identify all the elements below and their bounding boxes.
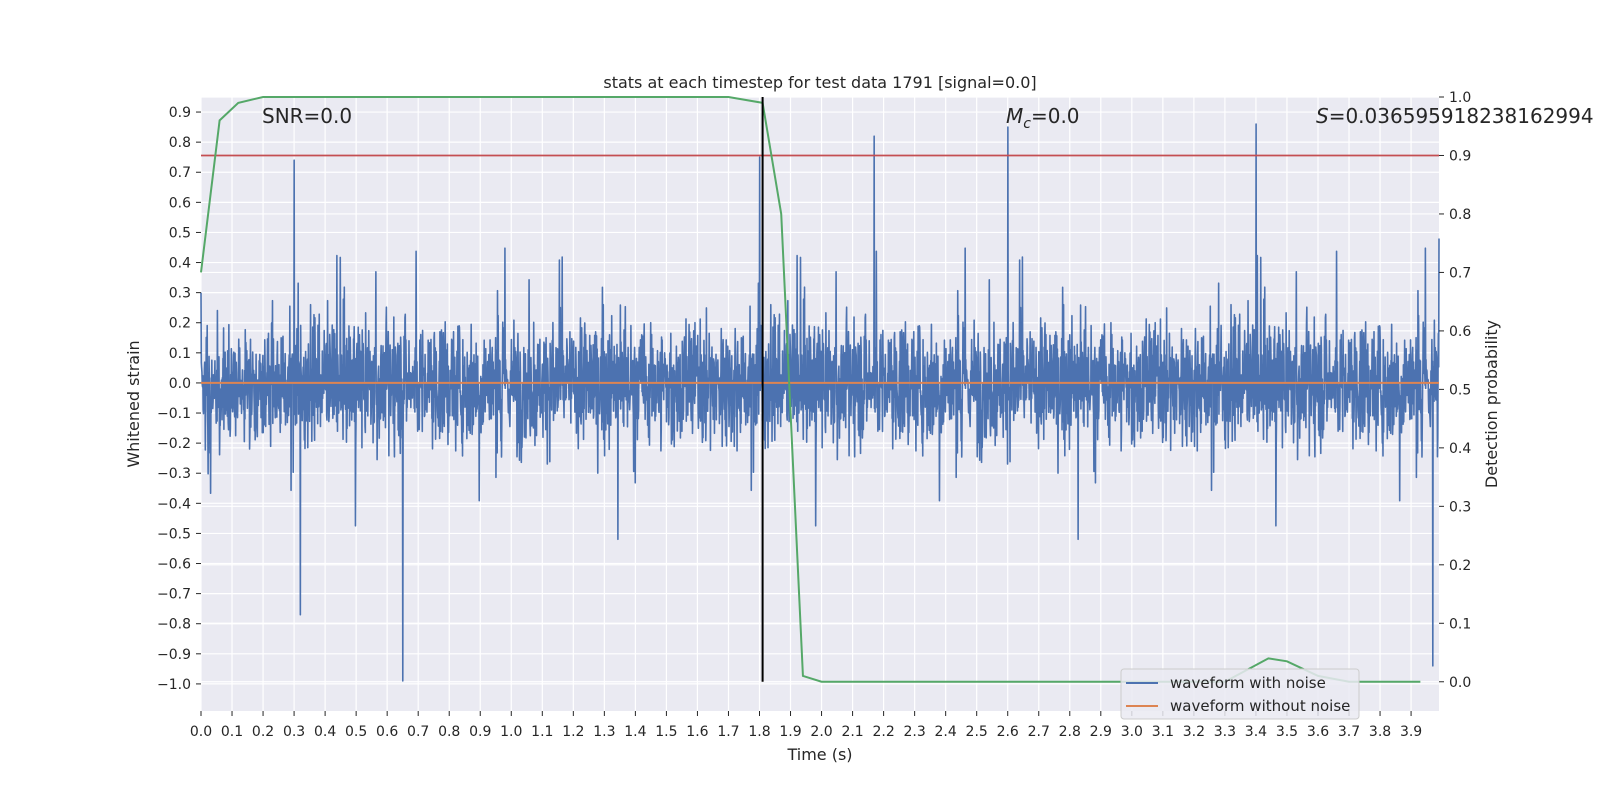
x-tick-label: 0.6 (376, 724, 398, 740)
y-right-tick-label: 0.7 (1449, 265, 1471, 281)
y-tick-label: 0.3 (169, 286, 191, 302)
x-tick-label: 1.1 (531, 724, 553, 740)
x-tick-label: 2.6 (997, 724, 1019, 740)
y-tick-label: −0.2 (157, 436, 191, 452)
y-axis-title: Whitened strain (124, 340, 143, 467)
mc-value: =0.0 (1031, 104, 1080, 128)
y-tick-label: −0.5 (157, 526, 191, 542)
x-tick-label: 3.8 (1369, 724, 1391, 740)
x-tick-label: 1.4 (624, 724, 646, 740)
x-tick-label: 0.0 (190, 724, 212, 740)
legend-box (1120, 668, 1360, 720)
y-right-tick-label: 0.2 (1449, 558, 1471, 574)
waveform-with-noise-series (200, 123, 1440, 682)
x-tick-label: 0.2 (252, 724, 274, 740)
x-tick-label: 0.7 (407, 724, 429, 740)
x-tick-label: 3.1 (1152, 724, 1174, 740)
y-right-tick-label: 1.0 (1449, 90, 1471, 106)
y-tick-label: −0.7 (157, 587, 191, 603)
y-tick-label: −0.3 (157, 466, 191, 482)
probability-trace (200, 96, 1421, 683)
x-tick-label: 1.0 (500, 724, 522, 740)
x-tick-label: 1.7 (717, 724, 739, 740)
x-tick-label: 1.5 (655, 724, 677, 740)
y-right-tick-label: 0.1 (1449, 616, 1471, 632)
y-tick-label: 0.5 (169, 225, 191, 241)
x-tick-label: 3.3 (1214, 724, 1236, 740)
legend-label-noise: waveform with noise (1170, 674, 1326, 692)
x-tick-label: 0.4 (314, 724, 336, 740)
y-tick-label: −1.0 (157, 677, 191, 693)
x-tick-label: 2.7 (1028, 724, 1050, 740)
noise-trace (200, 123, 1440, 682)
chart-title: stats at each timestep for test data 179… (603, 73, 1036, 92)
y-tick-label: −0.8 (157, 617, 191, 633)
y-tick-label: 0.0 (169, 376, 191, 392)
y-tick-label: 0.8 (169, 135, 191, 151)
snr-annotation: SNR=0.0 (262, 104, 352, 128)
x-tick-label: 0.9 (469, 724, 491, 740)
x-axis-title: Time (s) (786, 745, 852, 764)
s-symbol: S (1316, 104, 1329, 128)
x-tick-label: 2.4 (935, 724, 957, 740)
y-right-tick-label: 0.8 (1449, 207, 1471, 223)
x-tick-label: 1.3 (593, 724, 615, 740)
x-tick-label: 2.1 (841, 724, 863, 740)
x-tick-label: 3.4 (1245, 724, 1267, 740)
y-right-tick-label: 0.9 (1449, 148, 1471, 164)
detection-probability-series (200, 96, 1421, 683)
x-tick-label: 2.9 (1090, 724, 1112, 740)
x-tick-label: 3.5 (1276, 724, 1298, 740)
x-tick-label: 0.5 (345, 724, 367, 740)
mc-subscript: c (1023, 116, 1031, 132)
y-right-tick-label: 0.3 (1449, 499, 1471, 515)
y-tick-label: 0.2 (169, 316, 191, 332)
y-tick-label: 0.6 (169, 195, 191, 211)
x-tick-label: 0.3 (283, 724, 305, 740)
y-tick-label: −0.9 (157, 647, 191, 663)
s-annotation: S=0.036595918238162994 (1316, 104, 1594, 128)
tick-labels: 0.0 0.1 0.2 0.3 0.4 0.5 0.6 0.7 0.8 0.9 1.0 1.1 1.2 1… (157, 90, 1471, 740)
x-tick-label: 3.6 (1307, 724, 1329, 740)
y-right-tick-label: 0.5 (1449, 382, 1471, 398)
x-tick-label: 3.0 (1121, 724, 1143, 740)
legend-label-clean: waveform without noise (1170, 697, 1350, 715)
x-tick-label: 3.9 (1400, 724, 1422, 740)
x-tick-label: 2.2 (872, 724, 894, 740)
y-tick-label: −0.4 (157, 496, 191, 512)
legend: waveform with noise waveform without noi… (1120, 668, 1360, 720)
x-tick-label: 3.7 (1338, 724, 1360, 740)
x-tick-label: 2.5 (966, 724, 988, 740)
y-right-tick-label: 0.6 (1449, 324, 1471, 340)
y-axis-right-title: Detection probability (1482, 320, 1501, 488)
y-right-tick-label: 0.4 (1449, 441, 1471, 457)
s-value: =0.036595918238162994 (1329, 104, 1594, 128)
y-tick-label: 0.9 (169, 105, 191, 121)
y-tick-label: 0.1 (169, 346, 191, 362)
x-tick-label: 1.6 (686, 724, 708, 740)
x-tick-label: 2.0 (810, 724, 832, 740)
x-tick-label: 2.3 (904, 724, 926, 740)
y-tick-label: 0.4 (169, 256, 191, 272)
y-tick-label: 0.7 (169, 165, 191, 181)
y-right-tick-label: 0.0 (1449, 675, 1471, 691)
x-tick-label: 0.1 (221, 724, 243, 740)
x-tick-label: 0.8 (438, 724, 460, 740)
mc-annotation: Mc=0.0 (1006, 104, 1080, 132)
x-tick-label: 1.8 (748, 724, 770, 740)
x-tick-label: 2.8 (1059, 724, 1081, 740)
x-tick-label: 1.9 (779, 724, 801, 740)
y-tick-label: −0.1 (157, 406, 191, 422)
x-tick-label: 1.2 (562, 724, 584, 740)
x-tick-label: 3.2 (1183, 724, 1205, 740)
mc-symbol: M (1006, 104, 1023, 128)
y-tick-label: −0.6 (157, 557, 191, 573)
